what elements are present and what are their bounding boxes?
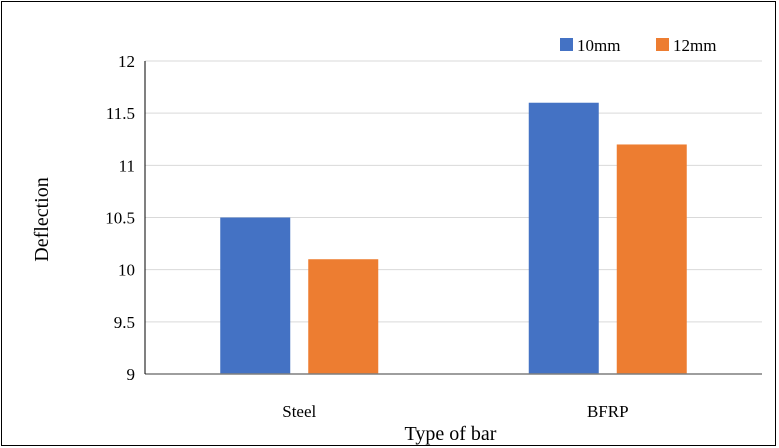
y-axis-title: Deflection [31,177,53,261]
y-tick-label: 9 [127,365,136,384]
bars [220,102,687,374]
legend-swatch-10mm [560,38,573,51]
y-tick-label: 10.5 [105,209,135,228]
bar-12mm-Steel [308,259,379,374]
bar-12mm-BFRP [616,144,687,374]
y-tick-label: 11.5 [106,104,135,123]
x-tick-label: BFRP [587,402,629,421]
legend-swatch-12mm [656,38,669,51]
legend-label-12mm: 12mm [673,36,716,55]
legend: 10mm 12mm [560,36,716,55]
x-axis-title: Type of bar [405,423,497,445]
legend-label-10mm: 10mm [577,36,620,55]
y-tick-label: 12 [118,52,135,71]
y-tick-label: 10 [118,261,135,280]
y-tick-labels: 9 9.5 10 10.5 11 11.5 12 [105,52,135,384]
y-tick-label: 9.5 [114,313,135,332]
x-tick-labels: Steel BFRP [282,402,628,421]
y-tick-label: 11 [119,156,135,175]
bar-10mm-Steel [220,217,291,374]
x-tick-label: Steel [282,402,316,421]
bar-10mm-BFRP [528,102,599,374]
